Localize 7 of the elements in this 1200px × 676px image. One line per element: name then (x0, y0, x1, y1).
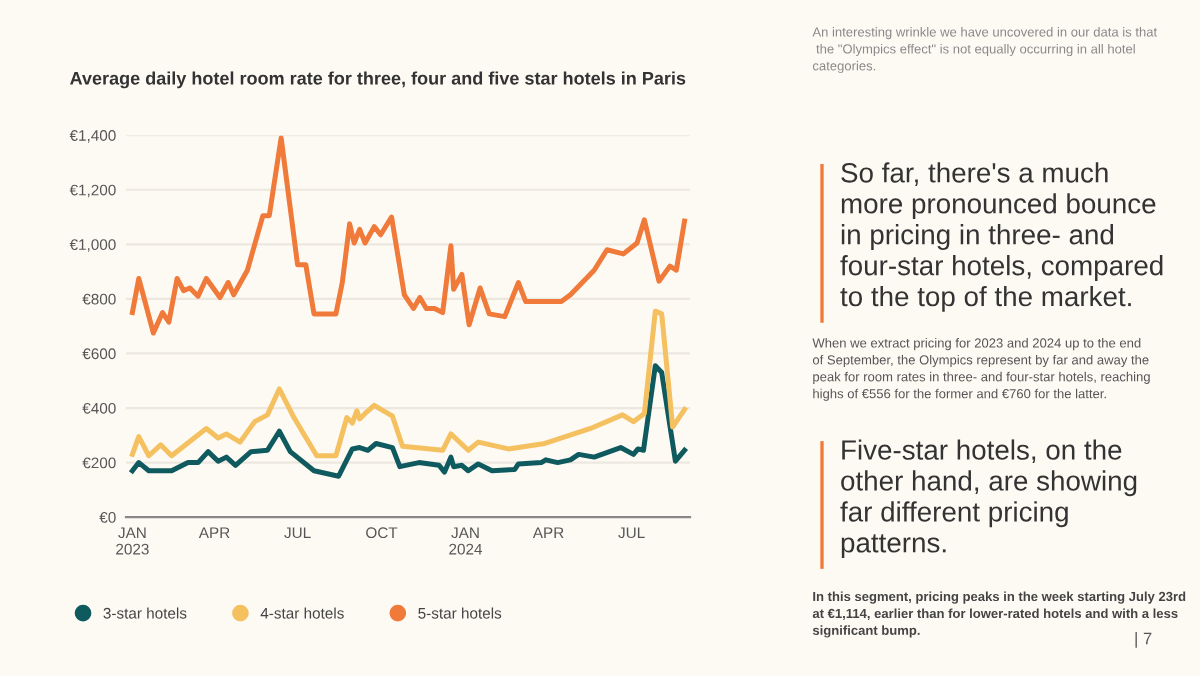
text: So far, there's a much more pronounced bounce in pricing in three- and four-star hotels, compared to the top of the market. (840, 162, 1163, 312)
chart-title: Average daily hotel room rate for three, four and five star hotels in Paris (70, 71, 686, 89)
line-series (129, 363, 688, 479)
line-series (129, 308, 688, 459)
text: | 7 (1135, 632, 1152, 648)
text: Five-star hotels, on the other hand, are showing far different pricing patterns. (840, 439, 1137, 559)
line-series (129, 135, 688, 336)
